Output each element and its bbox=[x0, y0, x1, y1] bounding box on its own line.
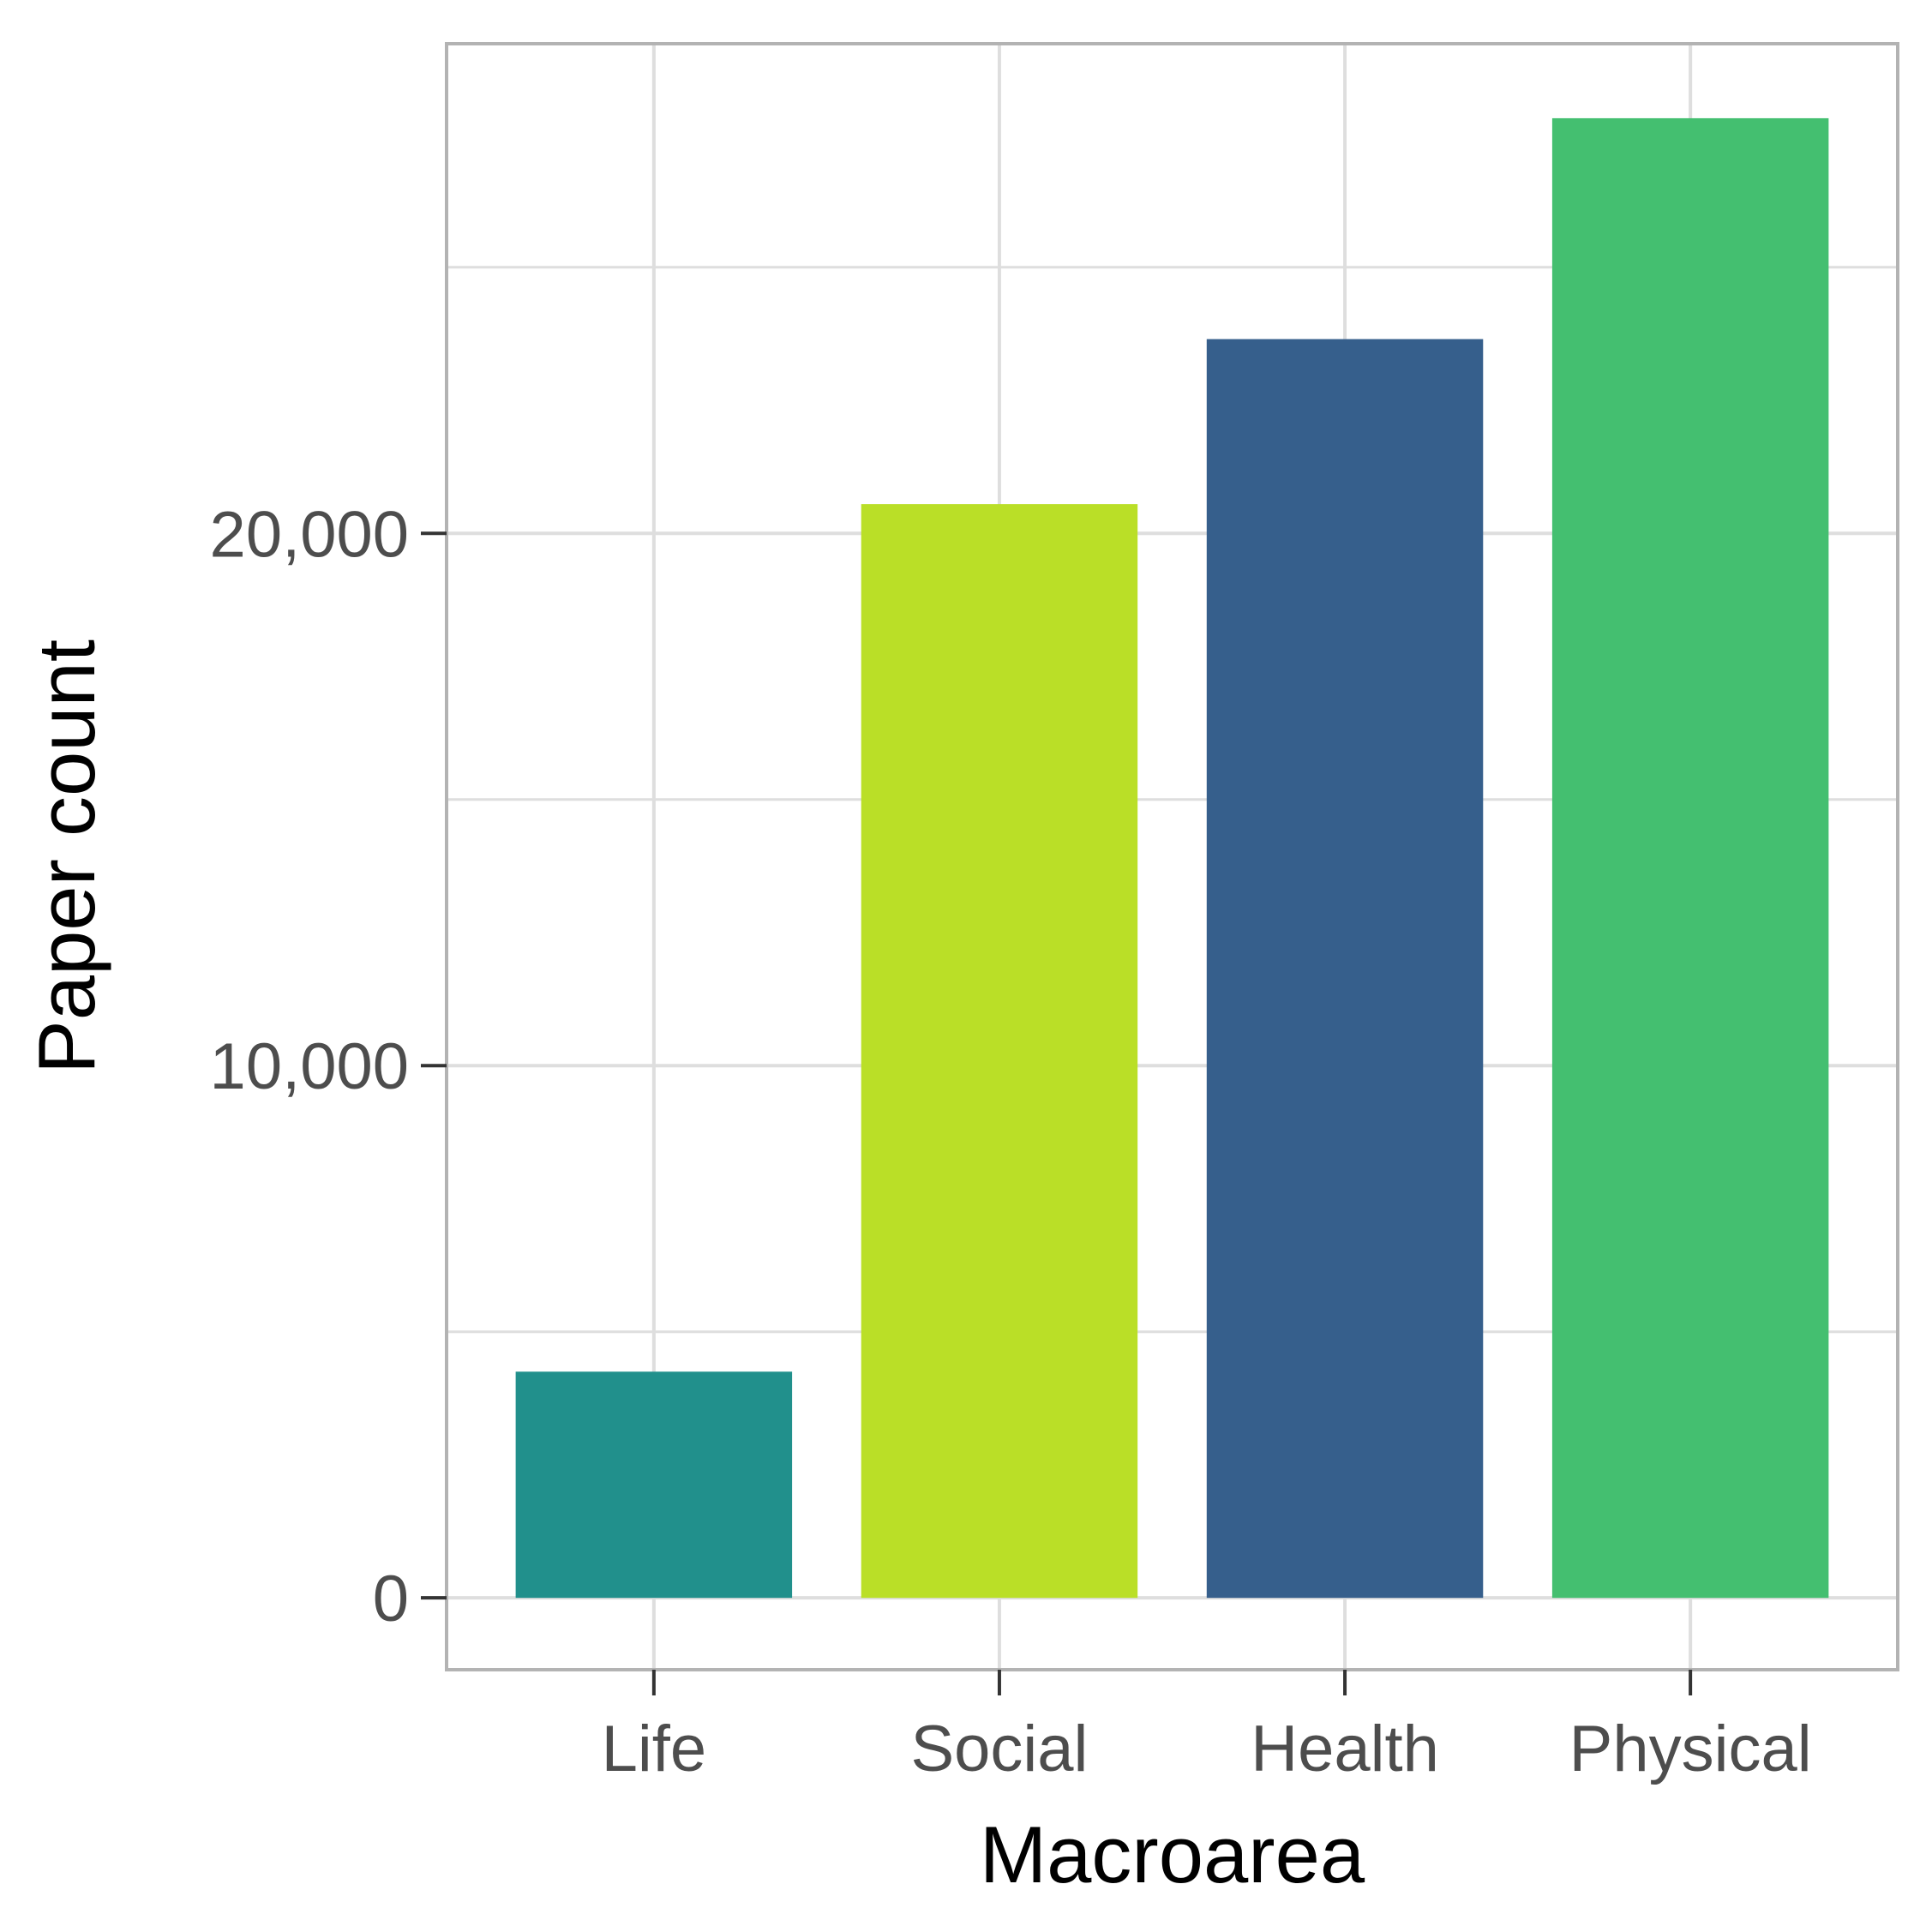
x-tick-label-social: Social bbox=[910, 1713, 1088, 1785]
x-tick-label-life: Life bbox=[602, 1713, 707, 1785]
x-tick-label-health: Health bbox=[1251, 1713, 1439, 1785]
bars bbox=[515, 117, 1829, 1599]
panel-border bbox=[445, 42, 1899, 1671]
y-tick-label-1: 10,000 bbox=[210, 1030, 409, 1103]
y-tick-label-2: 20,000 bbox=[210, 498, 409, 571]
bar-health bbox=[1206, 339, 1484, 1599]
x-axis-title: Macroarea bbox=[980, 1809, 1365, 1899]
bar-physical bbox=[1551, 117, 1829, 1599]
y-tick-label-0: 0 bbox=[373, 1563, 409, 1635]
y-axis-title: Paper count bbox=[21, 639, 111, 1074]
axes: 0 10,000 20,000 Life Social Health Physical bbox=[210, 498, 1812, 1785]
bar-life bbox=[515, 1371, 793, 1599]
x-tick-label-physical: Physical bbox=[1569, 1713, 1812, 1785]
bar-social bbox=[861, 504, 1138, 1599]
